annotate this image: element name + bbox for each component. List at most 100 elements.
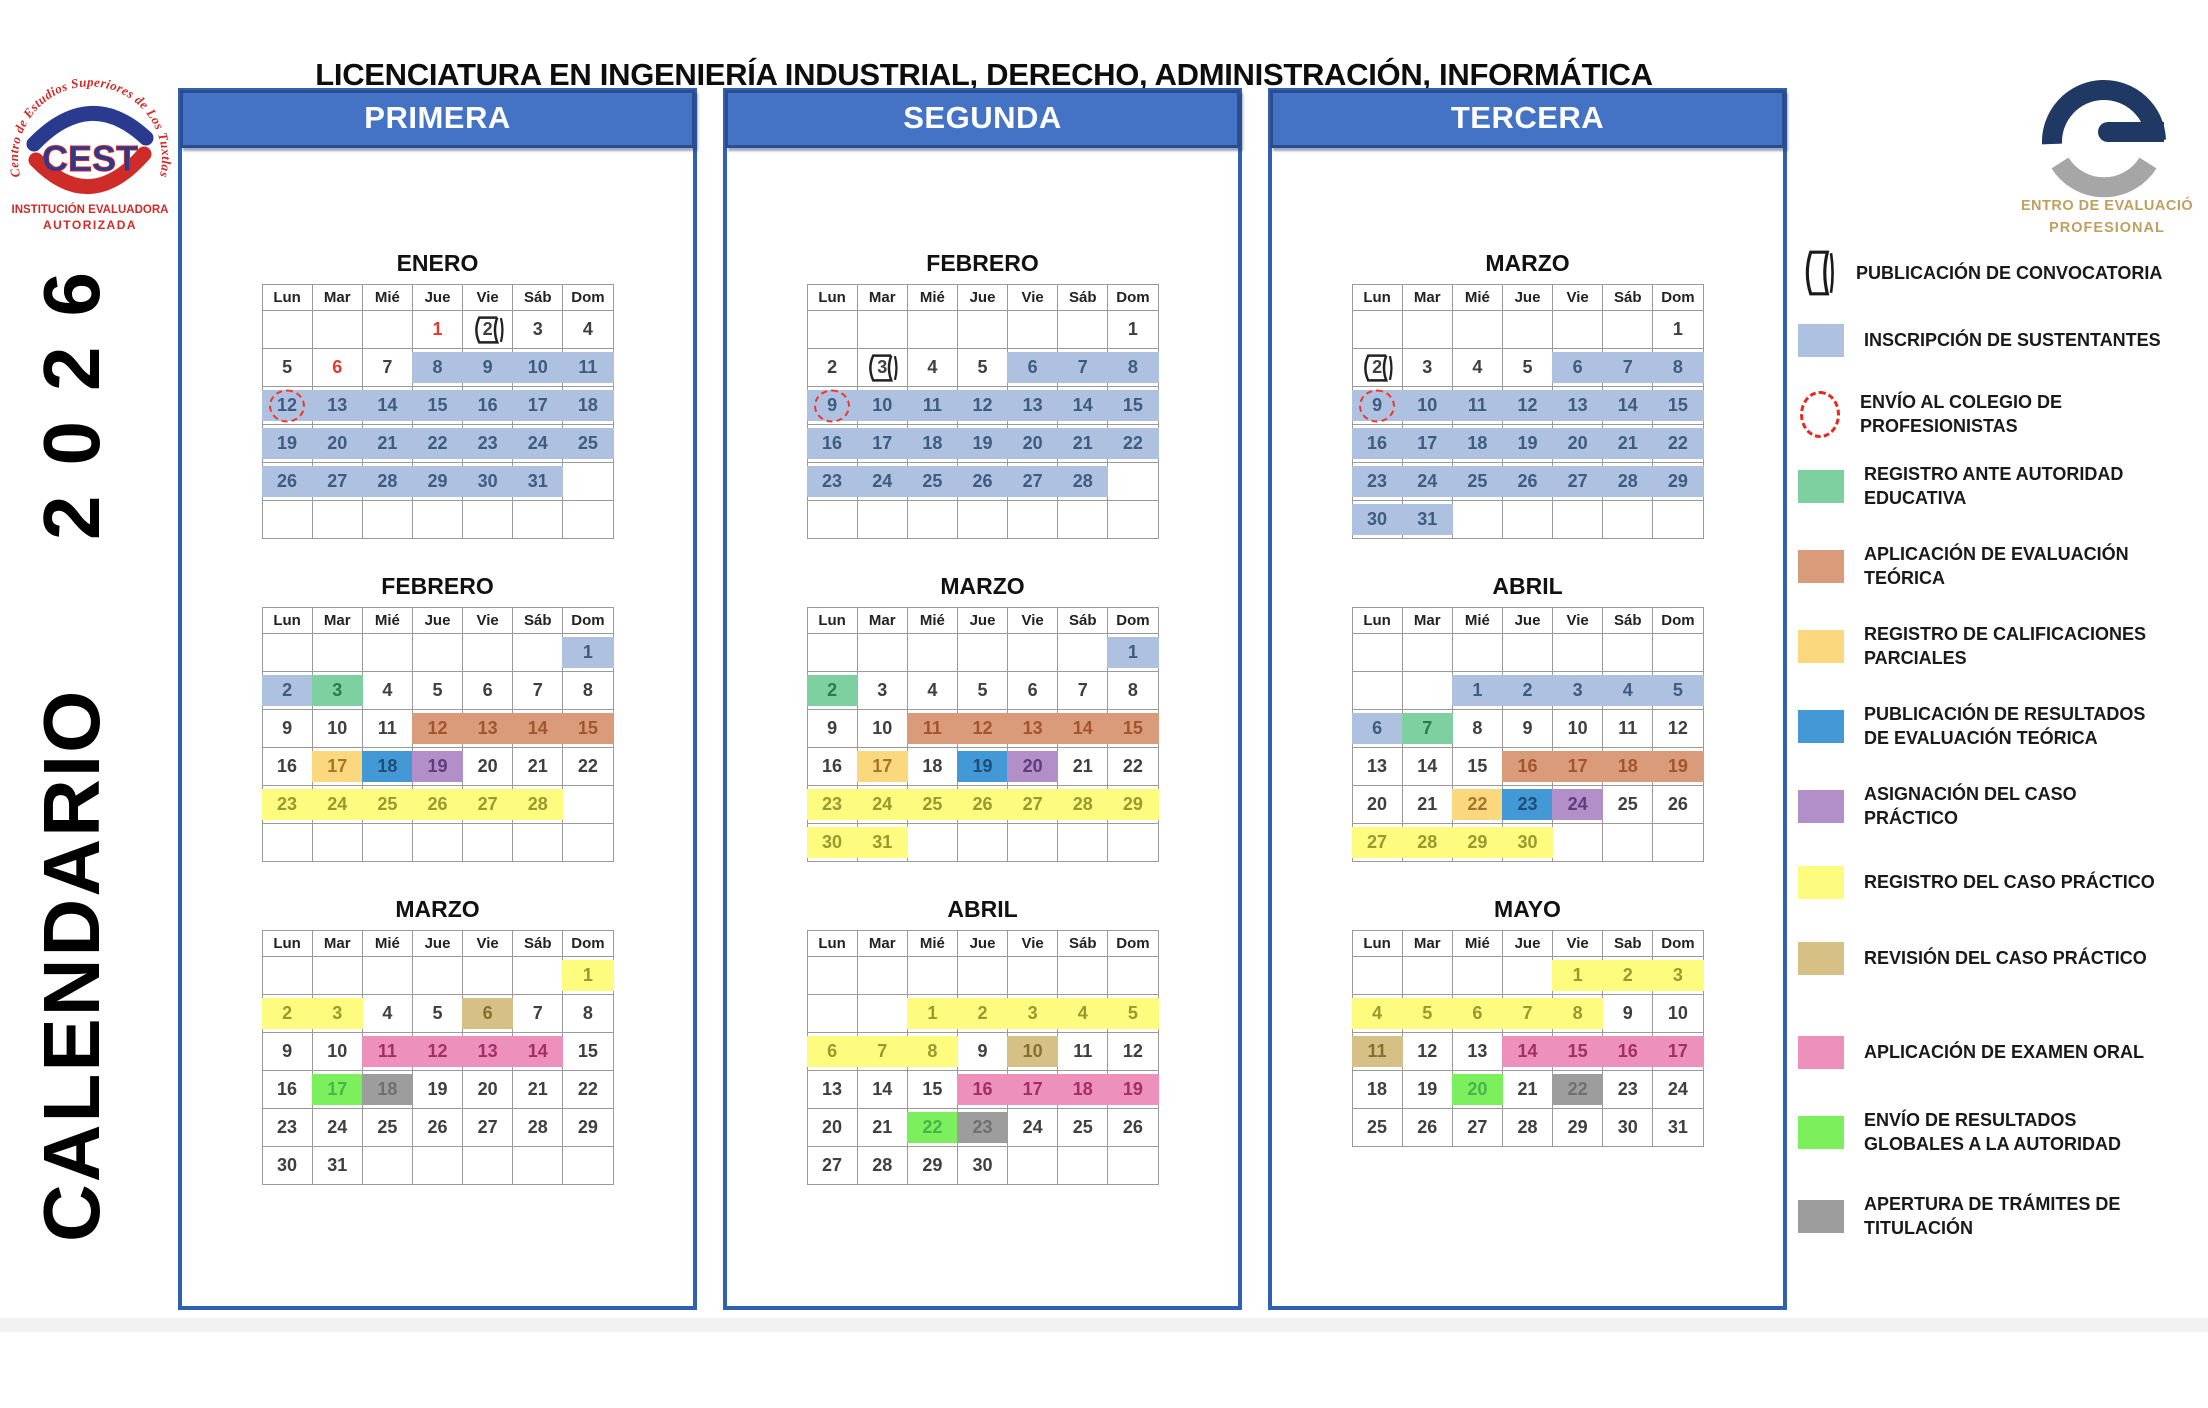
day-number: 8 <box>1572 1003 1583 1023</box>
day-number: 29 <box>1467 832 1488 852</box>
highlight-band <box>1552 428 1604 459</box>
calendar-day-cell: 14 <box>1057 709 1109 748</box>
calendar-day-cell: 27 <box>462 1108 514 1147</box>
calendar-day-cell: 18 <box>1602 747 1654 786</box>
calendar-day-cell: 24 <box>512 424 564 463</box>
calendar-day-cell: 8 <box>1552 994 1604 1033</box>
highlight-band <box>261 428 313 459</box>
calendar-day-cell: 6 <box>1552 348 1604 387</box>
calendar-day-cell: 11 <box>361 1032 413 1071</box>
calendar-day-cell: 15 <box>411 386 464 425</box>
day-number: 30 <box>822 832 843 852</box>
month-calendar: Lun Mar Mié Jue Vie Sab Dom 1 2 3 4 5 6 7 8 9 10 11 12 13 14… <box>1351 930 1704 1147</box>
highlight-band <box>1451 1074 1503 1105</box>
calendar-day-cell: 10 <box>1007 1032 1059 1071</box>
day-number: 13 <box>477 1041 498 1061</box>
calendar-day-cell: 7 <box>512 994 564 1033</box>
legend: PUBLICACIÓN DE CONVOCATORIA INSCRIPCIÓN D… <box>1798 0 2208 1408</box>
highlight-band <box>1501 675 1554 706</box>
day-number: 19 <box>1667 756 1688 776</box>
cest-blue-arc <box>26 106 154 152</box>
panel-title: TERCERA <box>1450 100 1605 135</box>
day-number: 5 <box>1127 1003 1138 1023</box>
cest-acronym: CEST <box>42 138 138 179</box>
calendar-day-cell: 7 <box>1057 348 1109 387</box>
calendar-day-cell: 2 <box>956 994 1009 1033</box>
month-block: ABRIL Lun Mar Mié Jue Vie Sáb Dom 1 2 3 4 5 6 7 8 9 10 11 1… <box>1272 573 1783 862</box>
day-number: 30 <box>1517 832 1538 852</box>
highlight-band <box>1652 428 1704 459</box>
calendar-day-cell: 18 <box>562 386 614 425</box>
legend-label: APLICACIÓN DE EXAMEN ORAL <box>1864 1042 2145 1063</box>
month-calendar: Lun Mar Mié Jue Vie Sáb Dom 1 2 3 4 5 6 7 8 9 10 11 12 13 14… <box>261 607 614 862</box>
weekday-header: Dom <box>1107 930 1159 957</box>
calendar-day-cell: 10 <box>311 1032 363 1071</box>
calendar-day-cell: 8 <box>906 1032 958 1071</box>
calendar-day-cell <box>1107 1146 1159 1185</box>
weekday-header: Mar <box>856 930 908 957</box>
calendar-day-cell <box>261 310 313 349</box>
highlight-band <box>906 713 958 744</box>
day-number: 16 <box>1367 433 1388 453</box>
calendar-day-cell: 24 <box>856 462 908 501</box>
weekday-header: Jue <box>1501 930 1554 957</box>
highlight-band <box>512 390 564 421</box>
calendar-day-cell <box>361 823 413 862</box>
highlight-band <box>1351 1036 1403 1067</box>
calendar-day-cell: 25 <box>1351 1108 1403 1147</box>
calendar-day-cell: 4 <box>1351 994 1403 1033</box>
legend-label: PUBLICACIÓN DE RESULTADOS DE EVALUACIÓN … <box>1864 704 2146 749</box>
calendar-day-cell: 25 <box>1057 1108 1109 1147</box>
day-number: 3 <box>332 1003 343 1023</box>
calendar-day-cell: 22 <box>562 1070 614 1109</box>
calendar-day-cell <box>1057 633 1109 672</box>
day-number: 27 <box>1367 832 1388 852</box>
calendar-day-cell: 27 <box>311 462 363 501</box>
calendar-day-cell: 23 <box>806 462 858 501</box>
convocatoria-book-icon <box>1805 250 1834 296</box>
weekday-header: Mar <box>311 607 363 634</box>
weekday-header: Jue <box>1501 607 1554 634</box>
highlight-band <box>1501 827 1554 858</box>
day-number: 9 <box>482 357 493 377</box>
day-number: 20 <box>1467 1079 1488 1099</box>
calendar-day-cell: 24 <box>311 785 363 824</box>
highlight-band <box>512 352 564 383</box>
calendar-day-cell: 22 <box>562 747 614 786</box>
highlight-band <box>1401 390 1453 421</box>
highlight-band <box>462 998 514 1029</box>
convocatoria-book-icon <box>474 315 504 344</box>
highlight-band <box>1401 428 1453 459</box>
calendar-day-cell: 3 <box>311 671 363 710</box>
highlight-band <box>956 390 1009 421</box>
calendar-day-cell: 22 <box>1451 785 1503 824</box>
calendar-day-cell: 20 <box>1451 1070 1503 1109</box>
calendar-day-cell: 26 <box>411 785 464 824</box>
day-number: 4 <box>582 319 593 339</box>
day-number: 24 <box>1417 471 1438 491</box>
calendar-day-cell: 20 <box>1007 747 1059 786</box>
calendar-day-cell <box>1107 956 1159 995</box>
calendar-day-cell <box>1007 1146 1059 1185</box>
legend-label: REGISTRO DEL CASO PRÁCTICO <box>1864 872 2155 893</box>
weekday-header: Vie <box>462 930 514 957</box>
calendar-day-cell: 12 <box>1652 709 1704 748</box>
day-number: 8 <box>432 357 443 377</box>
calendar-day-cell <box>1552 633 1604 672</box>
highlight-band <box>512 1036 564 1067</box>
highlight-band <box>1451 390 1503 421</box>
day-number: 1 <box>582 965 593 985</box>
calendar-day-cell: 17 <box>856 424 908 463</box>
highlight-band <box>1007 1074 1059 1105</box>
highlight-band <box>1501 428 1554 459</box>
weekday-header: Vie <box>462 284 514 311</box>
weekday-header: Vie <box>1552 284 1604 311</box>
calendar-day-cell: 27 <box>1007 462 1059 501</box>
weekday-header: Lun <box>806 284 858 311</box>
highlight-band <box>956 751 1009 782</box>
calendar-day-cell <box>1007 823 1059 862</box>
month-block: MARZO Lun Mar Mié Jue Vie Sáb Dom 1 2 3 4 5 6 7 8 9 10 11 1… <box>182 896 693 1185</box>
calendar-day-cell: 20 <box>1351 785 1403 824</box>
month-title: FEBRERO <box>926 250 1039 276</box>
calendar-day-cell: 3 <box>1401 348 1453 387</box>
